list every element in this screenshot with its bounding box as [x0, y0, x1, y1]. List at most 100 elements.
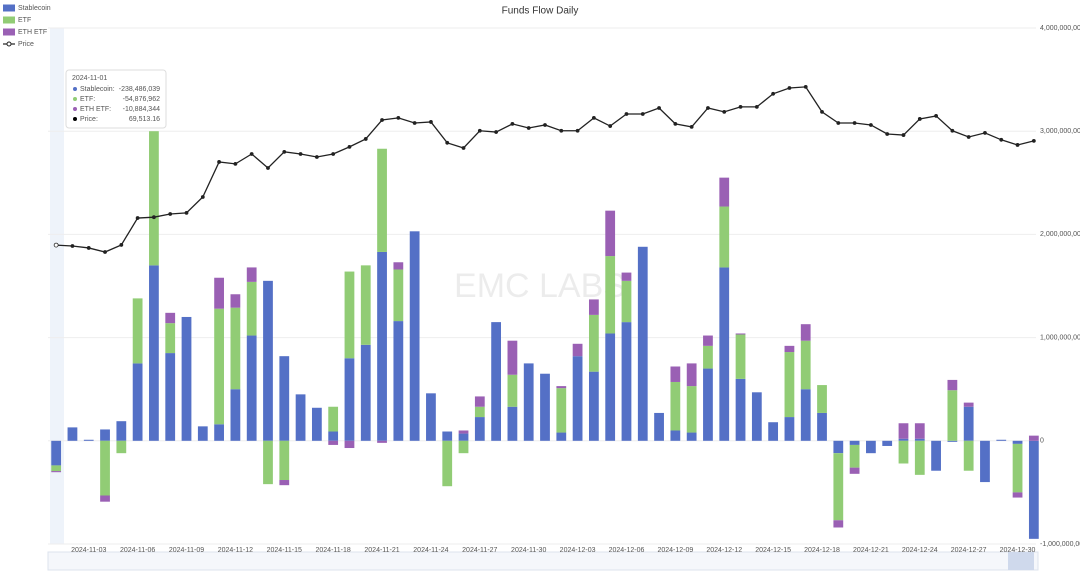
- price-point: [803, 85, 808, 89]
- bar: [311, 407, 322, 441]
- bar: [980, 440, 990, 483]
- price-point: [722, 109, 727, 114]
- zoom-handle[interactable]: [1008, 552, 1034, 570]
- bar: [165, 323, 176, 354]
- bar: [654, 412, 664, 441]
- bar: [279, 440, 290, 481]
- bar: [523, 363, 534, 441]
- bar: [377, 440, 387, 443]
- price-point: [494, 130, 499, 134]
- price-point: [363, 137, 368, 141]
- bar: [442, 440, 453, 487]
- bar: [295, 394, 306, 441]
- legend-label[interactable]: ETF: [18, 17, 31, 24]
- price-point: [934, 114, 938, 118]
- price-point: [119, 243, 124, 247]
- bar: [735, 333, 746, 335]
- bar: [931, 440, 941, 471]
- bar: [279, 480, 290, 486]
- price-point: [738, 105, 743, 109]
- bar: [1012, 440, 1023, 444]
- price-point: [543, 123, 547, 127]
- bar: [344, 271, 355, 359]
- bar: [914, 423, 925, 439]
- bar: [51, 465, 62, 472]
- bar: [800, 389, 811, 441]
- bar: [751, 392, 762, 441]
- bar: [556, 386, 567, 389]
- bar: [360, 265, 371, 345]
- tooltip-dot: [73, 117, 77, 121]
- x-tick-label: 2024-12-06: [609, 547, 645, 554]
- bar: [817, 412, 827, 441]
- price-point: [673, 121, 678, 126]
- bar: [898, 440, 909, 464]
- tooltip-dot: [73, 97, 77, 101]
- bar: [132, 298, 143, 364]
- price-point: [477, 128, 482, 133]
- tooltip: [65, 69, 167, 129]
- bar: [214, 308, 224, 425]
- price-point: [526, 126, 531, 130]
- price-point: [298, 152, 303, 156]
- bar: [51, 440, 62, 466]
- price-point: [657, 106, 661, 110]
- tooltip-value: -10,884,344: [123, 106, 160, 113]
- bar: [474, 396, 485, 407]
- price-point: [852, 121, 857, 125]
- price-point: [901, 133, 906, 137]
- x-tick-label: 2024-11-12: [218, 547, 253, 554]
- bar: [442, 431, 453, 441]
- legend-label[interactable]: Stablecoin: [18, 5, 51, 12]
- bar: [817, 385, 827, 413]
- price-point: [331, 152, 336, 156]
- bar: [279, 356, 290, 441]
- bar: [670, 381, 681, 431]
- price-point: [624, 112, 629, 116]
- bar: [768, 422, 779, 441]
- price-point: [249, 152, 254, 156]
- bar: [246, 267, 257, 282]
- bar: [230, 389, 241, 441]
- price-point: [380, 118, 384, 122]
- x-tick-label: 2024-11-30: [511, 547, 546, 554]
- tooltip-label: Price:: [80, 116, 98, 123]
- bar: [800, 324, 811, 341]
- legend-label[interactable]: ETH ETF: [18, 29, 47, 36]
- bar: [507, 374, 518, 407]
- bar: [328, 440, 339, 445]
- bar: [898, 423, 909, 439]
- bar: [588, 314, 599, 372]
- bar: [703, 345, 713, 369]
- bar: [605, 256, 616, 334]
- bar: [849, 467, 860, 474]
- bar: [181, 316, 192, 441]
- bar: [67, 427, 78, 441]
- bar: [393, 262, 404, 270]
- zoom-slider[interactable]: [47, 551, 1039, 571]
- legend-label[interactable]: Price: [18, 41, 34, 48]
- bar: [963, 402, 974, 407]
- price-point: [1015, 143, 1020, 147]
- price-point: [706, 106, 710, 110]
- bar: [556, 388, 567, 433]
- bar: [51, 471, 62, 473]
- bar: [833, 440, 844, 454]
- price-point: [869, 123, 873, 127]
- bar: [100, 495, 110, 502]
- bar: [686, 386, 697, 433]
- price-point: [233, 161, 238, 166]
- bar: [100, 440, 110, 496]
- price-point: [200, 195, 205, 199]
- bar: [474, 406, 485, 418]
- bar: [670, 366, 681, 382]
- bar: [686, 363, 697, 387]
- price-point: [282, 149, 287, 154]
- x-tick-label: 2024-12-09: [657, 547, 693, 554]
- tooltip-value: 69,513.16: [129, 116, 160, 123]
- price-point: [1031, 138, 1036, 143]
- bar: [637, 246, 648, 441]
- y-tick-label: 1,000,000,000: [1040, 334, 1080, 341]
- bar: [703, 335, 713, 346]
